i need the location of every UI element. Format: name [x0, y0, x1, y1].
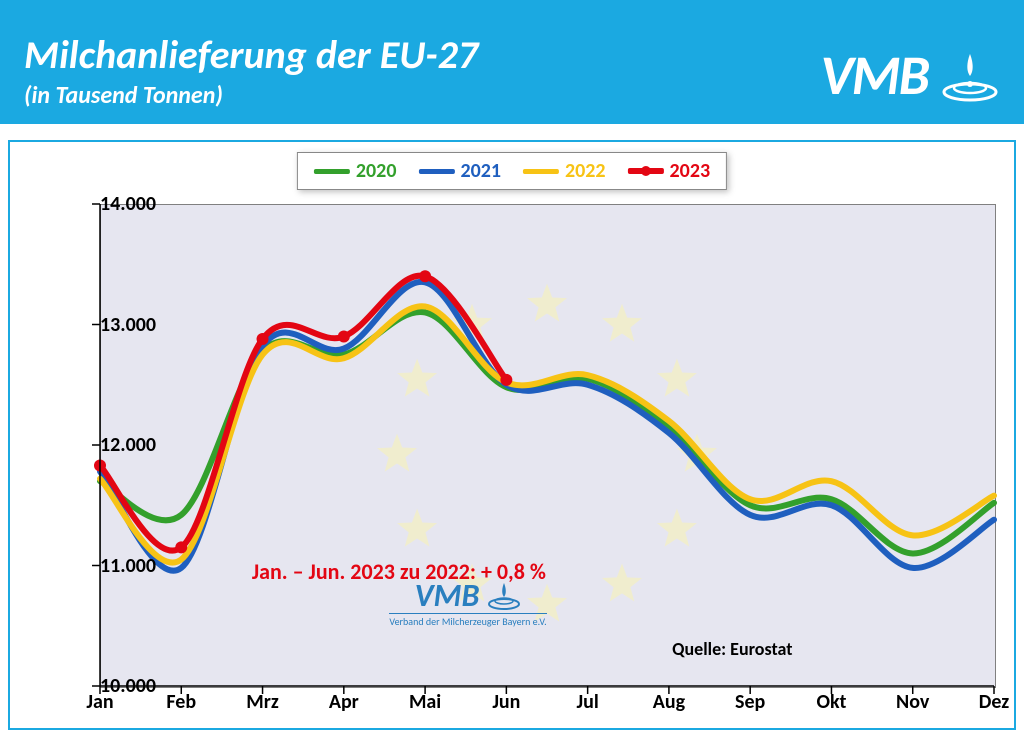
x-tick-label: Jan [86, 686, 113, 714]
marker-2023 [175, 541, 187, 553]
x-tick-label: Aug [653, 686, 685, 714]
change-annotation: Jan. – Jun. 2023 zu 2022: + 0,8 % [252, 558, 546, 585]
legend-swatch [523, 169, 559, 174]
chart-container: 2020202120222023 10.00011.00012.00013.00… [8, 140, 1016, 730]
marker-2023 [500, 374, 512, 386]
legend-swatch [628, 168, 664, 174]
legend-item-2023: 2023 [628, 159, 711, 183]
milk-drop-icon [940, 48, 1000, 104]
legend-label: 2022 [565, 159, 606, 183]
legend-label: 2023 [670, 159, 711, 183]
marker-2023 [257, 333, 269, 345]
legend-swatch [314, 169, 350, 174]
x-tick-label: Mrz [246, 686, 279, 714]
header-logo: VMB [821, 42, 1000, 110]
legend-swatch [418, 169, 454, 174]
x-tick-label: Mai [409, 686, 441, 714]
legend-item-2020: 2020 [314, 159, 397, 183]
legend-item-2021: 2021 [418, 159, 501, 183]
x-tick-label: Nov [896, 686, 929, 714]
logo-text: VMB [821, 42, 928, 110]
y-tick-label: 12.000 [100, 433, 106, 457]
marker-2023 [419, 270, 431, 282]
y-tick-label: 14.000 [100, 192, 106, 216]
legend-item-2022: 2022 [523, 159, 606, 183]
legend: 2020 2021 2022 2023 [297, 152, 727, 190]
x-tick-label: Jul [576, 686, 598, 714]
x-tick-label: Jun [492, 686, 520, 714]
legend-label: 2021 [460, 159, 501, 183]
x-tick-label: Apr [329, 686, 359, 714]
header-titles: Milchanlieferung der EU-27 (in Tausend T… [24, 30, 821, 110]
series-2020 [100, 312, 994, 553]
legend-label: 2020 [356, 159, 397, 183]
y-tick-label: 11.000 [100, 554, 106, 578]
x-tick-label: Sep [735, 686, 765, 714]
line-chart [10, 142, 1014, 728]
x-tick-label: Dez [979, 686, 1009, 714]
header-bar: Milchanlieferung der EU-27 (in Tausend T… [0, 0, 1024, 128]
page-subtitle: (in Tausend Tonnen) [24, 81, 821, 110]
source-label: Quelle: Eurostat [672, 638, 792, 660]
marker-2023 [338, 331, 350, 343]
y-tick-label: 13.000 [100, 313, 106, 337]
x-tick-label: Feb [166, 686, 196, 714]
page-title: Milchanlieferung der EU-27 [24, 30, 821, 79]
x-tick-label: Okt [816, 686, 846, 714]
